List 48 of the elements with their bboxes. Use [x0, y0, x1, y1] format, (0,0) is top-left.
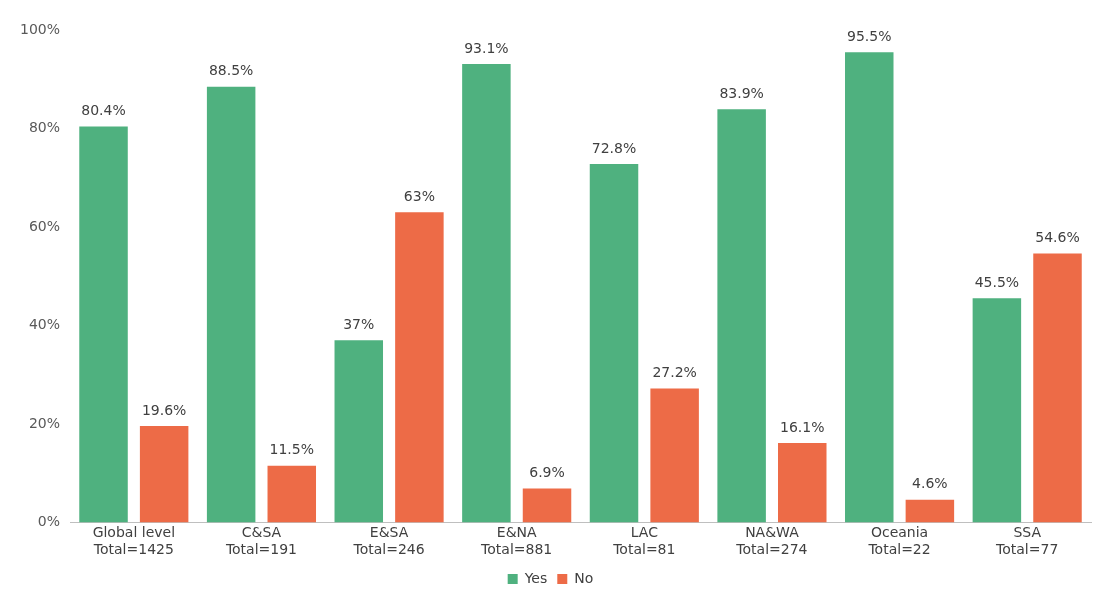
bar: [905, 499, 955, 523]
legend-label: No: [574, 569, 594, 586]
x-tick-label: E&SA Total=246: [352, 524, 425, 558]
bar: [972, 298, 1022, 523]
x-tick-label: SSA Total=77: [995, 524, 1059, 558]
bar: [589, 163, 639, 523]
bar: [395, 212, 444, 523]
data-label: 45.5%: [974, 274, 1020, 290]
bar: [778, 443, 827, 523]
bar: [79, 126, 128, 523]
y-tick-label: 100%: [19, 20, 61, 37]
data-label: 93.1%: [464, 39, 509, 56]
data-label: 63%: [403, 187, 435, 204]
x-tick-label: C&SA Total=191: [224, 524, 298, 558]
data-label: 95.5%: [847, 27, 892, 44]
data-label: 37%: [343, 315, 375, 332]
data-label: 72.8%: [591, 139, 637, 156]
y-tick-label: 0%: [37, 513, 61, 530]
y-tick-label: 40%: [28, 316, 61, 333]
bar: [267, 465, 317, 523]
bar: [650, 388, 699, 523]
data-label: 83.9%: [719, 84, 764, 101]
data-label: 88.5%: [208, 62, 254, 79]
bar: [462, 63, 511, 523]
bar: [139, 425, 189, 523]
bar: [845, 52, 894, 523]
data-label: 4.6%: [912, 475, 948, 492]
x-tick-label: Global level Total=1425: [92, 524, 176, 558]
data-label: 6.9%: [529, 464, 565, 481]
legend-label: Yes: [523, 569, 548, 586]
bar: [717, 109, 766, 523]
y-tick-label: 80%: [28, 119, 61, 136]
data-label: 16.1%: [780, 418, 825, 435]
data-label: 11.5%: [269, 441, 315, 458]
data-label: 54.6%: [1035, 229, 1080, 246]
x-tick-label: Oceania Total=22: [867, 524, 931, 558]
bar: [206, 86, 256, 523]
y-tick-label: 60%: [28, 217, 61, 234]
y-tick-label: 20%: [28, 414, 61, 431]
data-label: 80.4%: [81, 102, 126, 119]
bar: [334, 340, 384, 523]
bar: [1033, 253, 1082, 523]
x-tick-label: NA&WA Total=274: [735, 524, 808, 558]
x-tick-label: LAC Total=81: [612, 524, 676, 558]
x-tick-label: E&NA Total=881: [480, 524, 553, 558]
bar: [522, 488, 572, 523]
data-label: 27.2%: [652, 364, 697, 381]
data-label: 19.6%: [141, 401, 187, 418]
